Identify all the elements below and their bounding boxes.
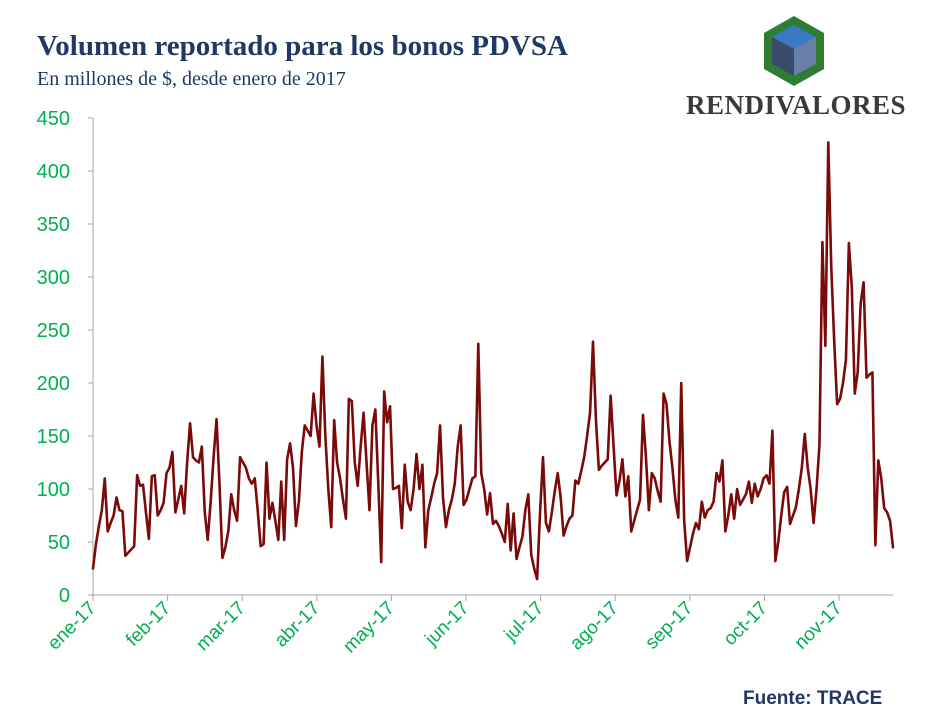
y-tick-label: 400 bbox=[37, 161, 70, 183]
y-tick-label: 250 bbox=[37, 320, 70, 342]
y-tick-label: 450 bbox=[37, 108, 70, 130]
x-tick-label: mar-17 bbox=[192, 598, 249, 655]
y-tick-label: 100 bbox=[37, 479, 70, 501]
x-tick-label: jun-17 bbox=[421, 598, 474, 651]
series-line bbox=[91, 141, 895, 581]
y-tick-label: 350 bbox=[37, 214, 70, 236]
x-tick-label: feb-17 bbox=[122, 598, 175, 651]
x-tick-label: oct-17 bbox=[720, 598, 772, 650]
chart-title: Volumen reportado para los bonos PDVSA bbox=[37, 30, 568, 62]
x-tick-label: jul-17 bbox=[500, 598, 548, 646]
source-note: Fuente: TRACE bbox=[743, 688, 883, 709]
chart-subtitle: En millones de $, desde enero de 2017 bbox=[37, 68, 346, 90]
x-tick-label: ago-17 bbox=[566, 598, 623, 655]
y-tick-label: 150 bbox=[37, 426, 70, 448]
x-tick-label: may-17 bbox=[339, 598, 399, 658]
y-axis: 0 50 100 150 200 250 300 350 400 450 bbox=[37, 108, 94, 607]
y-tick-label: 200 bbox=[37, 373, 70, 395]
rendivalores-cube-logo-icon bbox=[764, 16, 824, 86]
x-tick-label: sep-17 bbox=[641, 598, 697, 654]
y-tick-label: 0 bbox=[59, 585, 70, 607]
y-tick-label: 50 bbox=[48, 532, 70, 554]
y-tick-label: 300 bbox=[37, 267, 70, 289]
brand-name: RENDIVALORES bbox=[686, 90, 907, 120]
series-group bbox=[91, 141, 895, 581]
x-axis: ene-17 feb-17 mar-17 abr-17 may-17 jun-17 jul-… bbox=[44, 594, 893, 658]
x-tick-label: ene-17 bbox=[44, 598, 101, 655]
x-tick-label: abr-17 bbox=[271, 598, 325, 652]
x-tick-label: nov-17 bbox=[791, 598, 847, 654]
